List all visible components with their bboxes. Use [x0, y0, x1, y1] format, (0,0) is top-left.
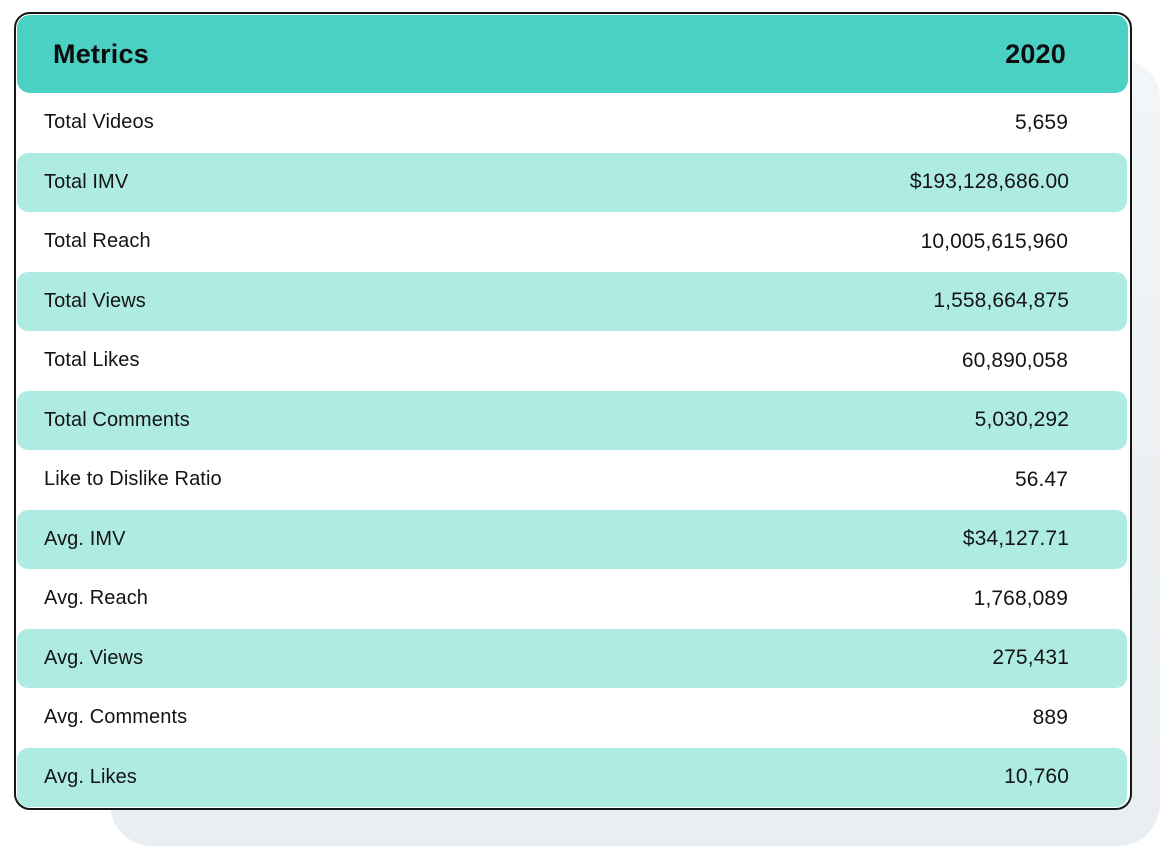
metric-label: Total Videos	[44, 111, 154, 134]
metric-label: Total IMV	[44, 170, 129, 193]
table-row: Total IMV $193,128,686.00	[17, 152, 1127, 212]
table-row: Total Likes 60,890,058	[16, 331, 1130, 391]
table-row: Total Comments 5,030,292	[17, 390, 1127, 450]
metric-label: Total Likes	[44, 349, 140, 372]
metric-value: 1,558,664,875	[933, 289, 1069, 313]
metric-label: Avg. Views	[44, 646, 144, 669]
table-row: Avg. Comments 889	[16, 688, 1130, 748]
metric-value: $34,127.71	[962, 527, 1069, 551]
table-header-row: Metrics 2020	[17, 15, 1128, 93]
metrics-card: Metrics 2020 Total Videos 5,659 Total IM…	[14, 12, 1132, 810]
table-row: Avg. Likes 10,760	[17, 747, 1127, 807]
metric-value: 60,890,058	[961, 348, 1068, 372]
metric-value: 889	[1032, 705, 1068, 729]
metric-value: 275,431	[992, 646, 1069, 670]
header-year-label: 2020	[1005, 38, 1066, 69]
metric-label: Avg. Likes	[44, 765, 137, 788]
metric-label: Total Reach	[44, 230, 151, 253]
table-row: Total Videos 5,659	[16, 93, 1130, 153]
table-row: Like to Dislike Ratio 56.47	[16, 450, 1130, 510]
table-row: Avg. Reach 1,768,089	[16, 569, 1130, 629]
table-row: Avg. Views 275,431	[17, 628, 1127, 688]
metric-label: Avg. Comments	[44, 706, 188, 729]
metric-label: Avg. Reach	[44, 587, 149, 610]
metric-label: Total Views	[44, 289, 146, 312]
metric-label: Avg. IMV	[44, 527, 126, 550]
table-row: Total Reach 10,005,615,960	[16, 212, 1130, 272]
table-row: Avg. IMV $34,127.71	[17, 509, 1127, 569]
table-body: Total Videos 5,659 Total IMV $193,128,68…	[16, 93, 1130, 807]
header-metrics-label: Metrics	[53, 38, 149, 69]
metric-value: 1,768,089	[973, 586, 1068, 610]
metric-value: $193,128,686.00	[909, 170, 1069, 194]
metric-value: 10,760	[1004, 765, 1069, 789]
metric-label: Like to Dislike Ratio	[44, 468, 222, 491]
metric-value: 56.47	[1014, 467, 1068, 491]
metric-value: 5,030,292	[974, 408, 1069, 432]
table-row: Total Views 1,558,664,875	[17, 271, 1127, 331]
metric-label: Total Comments	[44, 408, 190, 431]
metric-value: 5,659	[1014, 110, 1068, 134]
metric-value: 10,005,615,960	[920, 229, 1068, 253]
